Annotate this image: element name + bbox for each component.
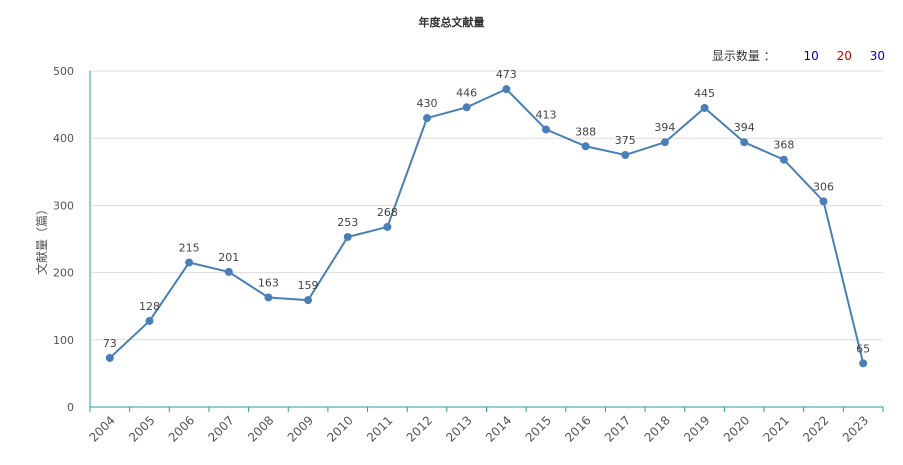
x-tick-label: 2012 (404, 413, 435, 444)
x-tick-label: 2006 (166, 413, 197, 444)
data-label: 163 (258, 276, 279, 289)
x-tick-label: 2015 (523, 413, 554, 444)
data-point (224, 267, 233, 276)
x-tick-label: 2021 (760, 413, 791, 444)
x-tick-label: 2010 (324, 413, 355, 444)
display-count-option-10[interactable]: 10 (803, 49, 819, 63)
y-axis-title: 文献量（篇） (34, 203, 49, 275)
x-tick-label: 2009 (285, 413, 316, 444)
data-point (541, 125, 550, 134)
x-tick-label: 2016 (562, 413, 593, 444)
data-point (383, 222, 392, 231)
data-label: 253 (337, 216, 358, 229)
x-tick-label: 2022 (800, 413, 831, 444)
data-point (779, 155, 788, 164)
data-point (621, 151, 630, 159)
data-label: 375 (615, 134, 636, 147)
x-tick-label: 2004 (86, 413, 117, 444)
chart-title: 年度总文献量 (418, 16, 485, 29)
data-point (304, 296, 313, 305)
data-label: 65 (856, 342, 870, 355)
data-label: 394 (734, 121, 755, 134)
data-label: 268 (377, 206, 398, 219)
x-tick-label: 2008 (245, 413, 276, 444)
data-point (264, 293, 273, 302)
data-point (700, 103, 709, 112)
data-label: 394 (654, 121, 675, 134)
data-point (581, 142, 590, 151)
data-label: 128 (139, 300, 160, 313)
y-tick-label: 400 (53, 132, 74, 145)
data-label: 306 (813, 180, 834, 193)
display-count-option-20[interactable]: 20 (836, 49, 852, 63)
data-point (859, 359, 868, 368)
data-point (462, 103, 471, 112)
data-point (660, 138, 669, 147)
data-point (185, 258, 194, 267)
data-label: 159 (298, 279, 319, 292)
x-tick-label: 2023 (840, 413, 871, 444)
data-label: 215 (179, 242, 200, 255)
data-point (343, 232, 352, 241)
x-tick-label: 2007 (205, 413, 236, 444)
data-label: 368 (773, 139, 794, 152)
data-point (105, 353, 114, 362)
data-label: 430 (417, 97, 438, 110)
x-tick-label: 2013 (443, 413, 474, 444)
data-point (502, 85, 511, 94)
data-label: 445 (694, 87, 715, 100)
data-label: 473 (496, 68, 517, 81)
series-line (109, 87, 865, 364)
data-label: 446 (456, 86, 477, 99)
x-tick-label: 2020 (721, 413, 752, 444)
data-point (819, 197, 828, 206)
data-point (740, 138, 749, 147)
x-tick-label: 2005 (126, 413, 157, 444)
data-label: 73 (103, 337, 117, 350)
display-count-option-30[interactable]: 30 (869, 49, 885, 63)
y-tick-label: 500 (53, 65, 74, 78)
x-tick-label: 2019 (681, 413, 712, 444)
y-tick-label: 100 (53, 334, 74, 347)
x-tick-label: 2017 (602, 413, 633, 444)
y-tick-label: 300 (53, 199, 74, 212)
data-label: 413 (535, 108, 556, 121)
data-label: 201 (218, 251, 239, 264)
display-count-selector: 显示数量 ： 10 20 30 (712, 47, 885, 64)
display-count-label: 显示数量 ： (711, 49, 776, 63)
data-label: 388 (575, 125, 596, 138)
x-tick-label: 2018 (642, 413, 673, 444)
y-tick-label: 200 (53, 267, 74, 280)
y-tick-label: 0 (67, 401, 74, 414)
x-tick-label: 2014 (483, 413, 514, 444)
x-tick-label: 2011 (364, 413, 395, 444)
data-point (145, 316, 154, 325)
data-point (423, 114, 432, 123)
